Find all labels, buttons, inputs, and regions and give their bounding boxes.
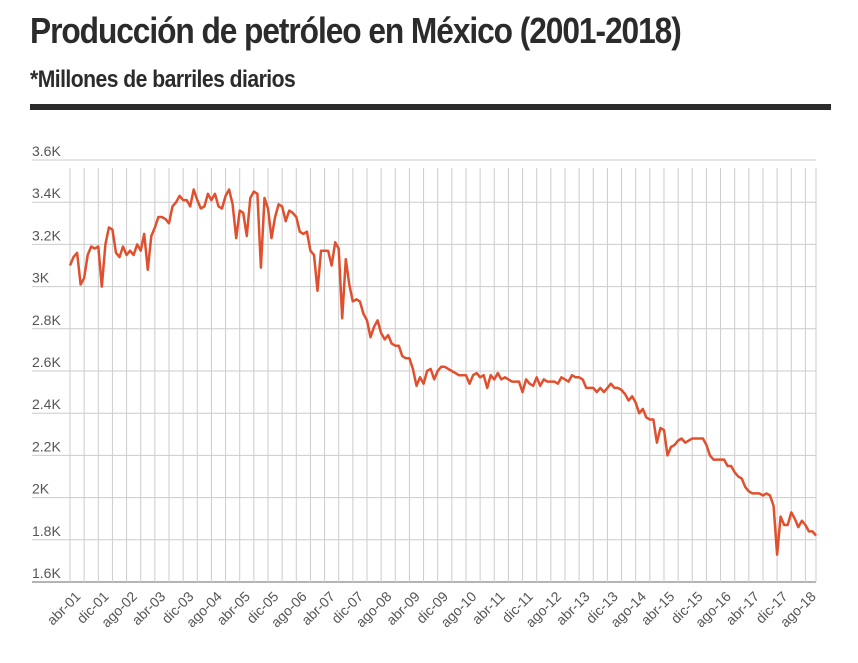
x-tick-label: abr-01 bbox=[44, 588, 84, 628]
y-axis: 1.6K 1.8K 2K 2.2K 2.4K 2.6K 2.8K 3K 3.2K 3.4K 3.6K bbox=[32, 143, 61, 581]
series-layer bbox=[68, 188, 817, 556]
y-tick-label: 1.8K bbox=[32, 523, 61, 539]
y-tick-label: 2.4K bbox=[32, 396, 61, 412]
chart-subtitle: *Millones de barriles diarios bbox=[30, 66, 296, 93]
y-tick-label: 3.6K bbox=[32, 143, 61, 159]
series-line-produccion bbox=[68, 188, 817, 556]
y-tick-label: 2K bbox=[32, 481, 50, 497]
y-tick-label: 3.2K bbox=[32, 227, 61, 243]
y-tick-label: 2.2K bbox=[32, 438, 61, 454]
chart-title: Producción de petróleo en México (2001-2… bbox=[30, 10, 682, 51]
x-axis: abr-01dic-01ago-02abr-03dic-03ago-04abr-… bbox=[44, 588, 819, 630]
y-tick-label: 1.6K bbox=[32, 565, 61, 581]
x-tick-label: abr-11 bbox=[469, 588, 508, 627]
y-tick-label: 2.8K bbox=[32, 312, 61, 328]
y-tick-label: 3K bbox=[32, 270, 50, 286]
y-tick-label: 3.4K bbox=[32, 185, 61, 201]
x-gridlines bbox=[69, 168, 817, 582]
y-tick-label: 2.6K bbox=[32, 354, 61, 370]
title-rule bbox=[30, 104, 831, 110]
